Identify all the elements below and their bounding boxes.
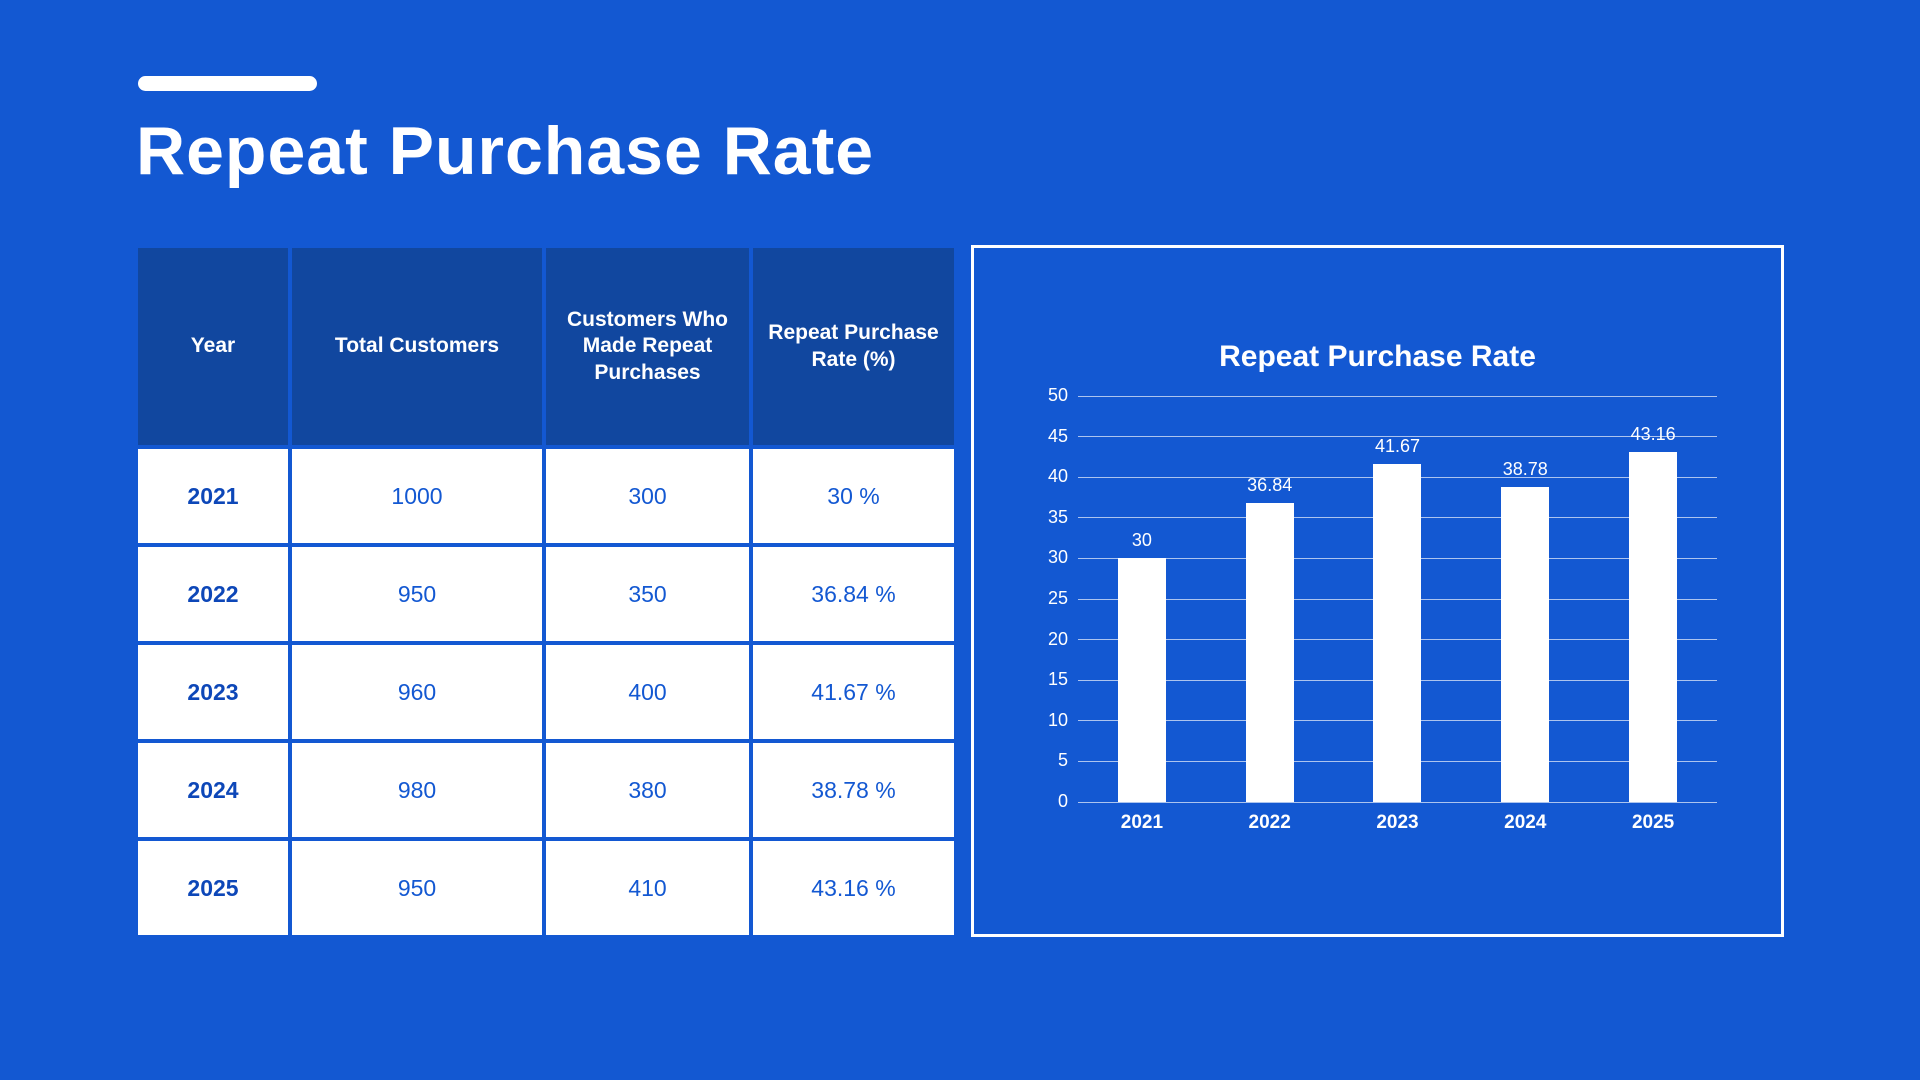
chart-bar-2023 xyxy=(1373,463,1422,802)
table-year-cell: 2022 xyxy=(138,547,288,641)
y-axis-tick-label: 15 xyxy=(1047,669,1068,690)
table-header-cell: Year xyxy=(138,248,288,445)
chart-bar-2021 xyxy=(1117,558,1166,802)
table-cell: 41.67 % xyxy=(753,645,954,739)
table-cell: 980 xyxy=(292,743,542,837)
gridline xyxy=(1078,436,1717,438)
table-cell: 950 xyxy=(292,547,542,641)
chart-bar-2025 xyxy=(1629,451,1678,802)
y-axis-tick-label: 35 xyxy=(1047,506,1068,527)
gridline xyxy=(1078,395,1717,397)
chart-bar-2022 xyxy=(1245,502,1294,802)
table-cell: 38.78 % xyxy=(753,743,954,837)
y-axis-tick-label: 5 xyxy=(1057,750,1068,771)
table-header-cell: Customers Who Made Repeat Purchases xyxy=(546,248,749,445)
y-axis-tick-label: 10 xyxy=(1047,709,1068,730)
table-year-cell: 2025 xyxy=(138,841,288,935)
table-cell: 410 xyxy=(546,841,749,935)
x-axis-label: 2025 xyxy=(1631,812,1675,833)
bar-value-label: 38.78 xyxy=(1502,459,1548,480)
y-axis-tick-label: 20 xyxy=(1047,628,1068,649)
chart-plot-area: 0 5 10 15 20 25 30 35 40 45 50 30 36.84 41.67 38.78 43.… xyxy=(1048,385,1717,811)
x-axis-label: 2023 xyxy=(1376,812,1419,833)
bar-slot: 30 xyxy=(1078,396,1206,802)
bar-value-label: 36.84 xyxy=(1247,474,1293,495)
table-cell: 950 xyxy=(292,841,542,935)
x-axis-label: 2024 xyxy=(1504,812,1547,833)
table-header-cell: Repeat Purchase Rate (%) xyxy=(753,248,954,445)
chart-panel: Repeat Purchase Rate 0 5 10 15 20 25 30 35 40 45 5… xyxy=(971,245,1784,937)
table-cell: 1000 xyxy=(292,449,542,543)
y-axis-tick-label: 30 xyxy=(1047,547,1068,568)
bar-value-label: 30 xyxy=(1131,530,1152,551)
chart-bar-2024 xyxy=(1501,487,1550,802)
bar-slot: 43.16 xyxy=(1589,396,1717,802)
table-cell: 43.16 % xyxy=(753,841,954,935)
data-table: Year Total Customers Customers Who Made Re… xyxy=(138,248,954,935)
table-cell: 36.84 % xyxy=(753,547,954,641)
chart-title: Repeat Purchase Rate xyxy=(1219,340,1536,373)
x-axis-label: 2022 xyxy=(1248,812,1291,833)
page-title: Repeat Purchase Rate xyxy=(136,113,875,189)
table-cell: 300 xyxy=(546,449,749,543)
table-cell: 30 % xyxy=(753,449,954,543)
y-axis-tick-label: 0 xyxy=(1057,791,1068,811)
table-year-cell: 2021 xyxy=(138,449,288,543)
table-cell: 350 xyxy=(546,547,749,641)
y-axis-tick-label: 45 xyxy=(1047,425,1068,446)
table-year-cell: 2024 xyxy=(138,743,288,837)
bar-series: 30 36.84 41.67 38.78 43.16 xyxy=(1078,396,1717,802)
bar-value-label: 41.67 xyxy=(1374,435,1421,456)
bar-slot: 41.67 xyxy=(1334,396,1462,802)
table-cell: 960 xyxy=(292,645,542,739)
x-axis-label: 2021 xyxy=(1120,812,1164,833)
table-year-cell: 2023 xyxy=(138,645,288,739)
title-accent-bar xyxy=(138,76,317,91)
y-axis-tick-label: 40 xyxy=(1047,466,1068,487)
bar-slot: 38.78 xyxy=(1461,396,1589,802)
bar-value-label: 43.16 xyxy=(1630,423,1676,444)
gridline xyxy=(1078,801,1717,803)
bar-slot: 36.84 xyxy=(1206,396,1334,802)
y-axis-tick-label: 50 xyxy=(1047,385,1068,405)
table-cell: 380 xyxy=(546,743,749,837)
y-axis-tick-label: 25 xyxy=(1047,588,1068,608)
table-cell: 400 xyxy=(546,645,749,739)
chart-x-axis-labels: 2021 2022 2023 2024 2025 xyxy=(1078,812,1717,834)
table-header-cell: Total Customers xyxy=(292,248,542,445)
